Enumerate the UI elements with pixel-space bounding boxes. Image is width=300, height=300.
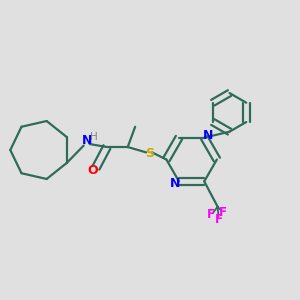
Text: F: F [215,213,223,226]
Text: N: N [169,177,180,190]
Text: F: F [219,206,227,218]
Text: F: F [207,208,215,220]
Text: N: N [82,134,92,147]
Text: O: O [87,164,98,177]
Text: N: N [203,129,214,142]
Text: H: H [90,132,98,142]
Text: S: S [146,147,154,160]
